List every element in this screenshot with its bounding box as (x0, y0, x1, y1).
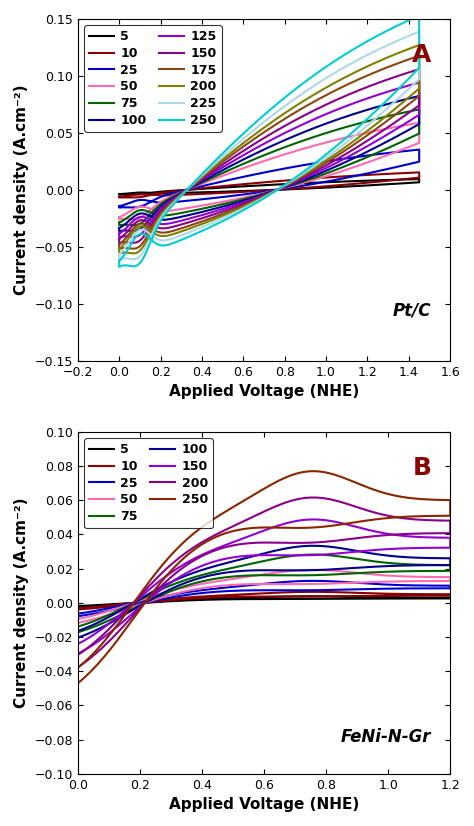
Legend: 5, 10, 25, 50, 75, 100, 125, 150, 175, 200, 225, 250: 5, 10, 25, 50, 75, 100, 125, 150, 175, 2… (84, 25, 221, 132)
Text: Pt/C: Pt/C (393, 301, 432, 320)
Text: FeNi-N-Gr: FeNi-N-Gr (341, 729, 432, 747)
Y-axis label: Current density (A.cm⁻²): Current density (A.cm⁻²) (14, 497, 29, 708)
X-axis label: Applied Voltage (NHE): Applied Voltage (NHE) (169, 797, 359, 812)
Y-axis label: Current density (A.cm⁻²): Current density (A.cm⁻²) (14, 84, 29, 295)
X-axis label: Applied Voltage (NHE): Applied Voltage (NHE) (169, 384, 359, 399)
Legend: 5, 10, 25, 50, 75, 100, 150, 200, 250: 5, 10, 25, 50, 75, 100, 150, 200, 250 (84, 438, 213, 528)
Text: B: B (412, 456, 432, 480)
Text: A: A (412, 43, 432, 67)
